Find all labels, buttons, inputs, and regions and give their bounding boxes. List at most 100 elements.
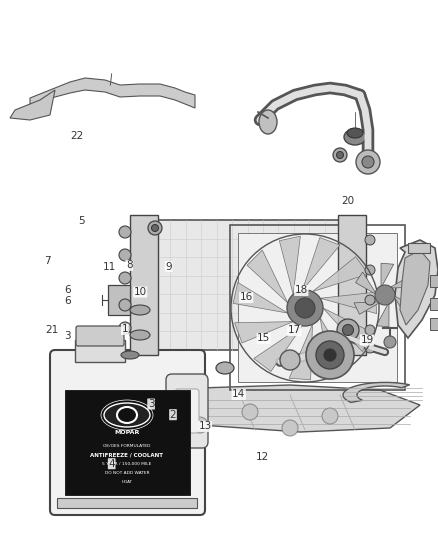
Text: MOPAR: MOPAR bbox=[114, 430, 140, 434]
Bar bbox=[65, 390, 190, 495]
Polygon shape bbox=[233, 282, 288, 313]
Circle shape bbox=[119, 272, 131, 284]
Circle shape bbox=[192, 417, 208, 433]
Circle shape bbox=[119, 249, 131, 261]
Polygon shape bbox=[30, 78, 195, 108]
Polygon shape bbox=[289, 325, 312, 380]
Polygon shape bbox=[400, 250, 430, 325]
Circle shape bbox=[384, 336, 396, 348]
Circle shape bbox=[365, 265, 375, 275]
Circle shape bbox=[119, 299, 131, 311]
FancyBboxPatch shape bbox=[166, 374, 208, 448]
Text: 16: 16 bbox=[240, 293, 253, 302]
Circle shape bbox=[365, 343, 375, 353]
Text: DO NOT ADD WATER: DO NOT ADD WATER bbox=[105, 471, 149, 475]
Text: 9: 9 bbox=[165, 262, 172, 271]
Polygon shape bbox=[254, 326, 302, 372]
Ellipse shape bbox=[259, 110, 277, 134]
Polygon shape bbox=[302, 238, 340, 290]
Text: 6: 6 bbox=[64, 296, 71, 306]
Polygon shape bbox=[279, 236, 300, 294]
Bar bbox=[430, 318, 438, 330]
Polygon shape bbox=[234, 321, 293, 343]
Text: 15: 15 bbox=[257, 334, 270, 343]
Bar bbox=[238, 233, 397, 382]
Polygon shape bbox=[376, 302, 389, 327]
Circle shape bbox=[362, 156, 374, 168]
Text: 18: 18 bbox=[295, 286, 308, 295]
Text: 13: 13 bbox=[198, 422, 212, 431]
Polygon shape bbox=[395, 240, 438, 338]
Text: 10: 10 bbox=[134, 287, 147, 297]
Bar bbox=[408, 243, 430, 253]
Bar bbox=[130, 215, 158, 355]
Polygon shape bbox=[343, 382, 410, 402]
Bar bbox=[108, 285, 130, 315]
FancyBboxPatch shape bbox=[175, 389, 199, 433]
Text: 21: 21 bbox=[45, 326, 58, 335]
Polygon shape bbox=[381, 263, 394, 288]
FancyBboxPatch shape bbox=[50, 350, 205, 515]
Circle shape bbox=[282, 420, 298, 436]
Circle shape bbox=[295, 298, 315, 318]
Circle shape bbox=[242, 404, 258, 420]
Circle shape bbox=[333, 148, 347, 162]
Circle shape bbox=[365, 325, 375, 335]
Circle shape bbox=[287, 290, 323, 326]
Circle shape bbox=[306, 331, 354, 379]
Polygon shape bbox=[320, 318, 349, 376]
Circle shape bbox=[343, 325, 353, 335]
Ellipse shape bbox=[216, 362, 234, 374]
Circle shape bbox=[365, 235, 375, 245]
Ellipse shape bbox=[104, 403, 150, 427]
Text: 8: 8 bbox=[126, 261, 133, 270]
Circle shape bbox=[337, 319, 359, 341]
Polygon shape bbox=[354, 302, 381, 314]
Text: 20: 20 bbox=[342, 197, 355, 206]
Text: 14: 14 bbox=[232, 390, 245, 399]
Text: ANTIFREEZE / COOLANT: ANTIFREEZE / COOLANT bbox=[91, 453, 163, 457]
Polygon shape bbox=[389, 276, 416, 288]
Text: 11: 11 bbox=[103, 262, 116, 271]
Polygon shape bbox=[247, 250, 288, 303]
Polygon shape bbox=[10, 90, 55, 120]
Circle shape bbox=[316, 341, 344, 369]
Bar bbox=[430, 298, 438, 310]
Text: 5 YEAR / 150,000 MILE: 5 YEAR / 150,000 MILE bbox=[102, 462, 152, 466]
Ellipse shape bbox=[344, 129, 366, 145]
Circle shape bbox=[365, 295, 375, 305]
Text: 1: 1 bbox=[121, 325, 128, 334]
Text: HOAT: HOAT bbox=[121, 480, 133, 484]
Circle shape bbox=[336, 151, 343, 158]
Ellipse shape bbox=[117, 407, 137, 423]
Text: 22: 22 bbox=[70, 131, 83, 141]
Ellipse shape bbox=[347, 128, 363, 138]
Polygon shape bbox=[100, 385, 420, 432]
Circle shape bbox=[152, 224, 159, 231]
Ellipse shape bbox=[101, 400, 153, 430]
Polygon shape bbox=[323, 308, 373, 352]
Circle shape bbox=[322, 408, 338, 424]
Text: 12: 12 bbox=[256, 453, 269, 462]
Text: 7: 7 bbox=[44, 256, 51, 266]
Bar bbox=[75, 340, 125, 362]
Polygon shape bbox=[356, 272, 377, 295]
Text: 5: 5 bbox=[78, 216, 85, 226]
Circle shape bbox=[375, 285, 395, 305]
Text: 19: 19 bbox=[360, 335, 374, 345]
Text: OE/OES FORMULATED: OE/OES FORMULATED bbox=[103, 444, 151, 448]
Polygon shape bbox=[312, 257, 368, 292]
Bar bbox=[57, 498, 197, 508]
Bar bbox=[230, 225, 405, 390]
Circle shape bbox=[119, 226, 131, 238]
Text: 2: 2 bbox=[170, 410, 177, 419]
Text: 17: 17 bbox=[288, 326, 301, 335]
Circle shape bbox=[157, 407, 173, 423]
Circle shape bbox=[324, 349, 336, 361]
Polygon shape bbox=[393, 295, 414, 318]
Text: 3: 3 bbox=[64, 331, 71, 341]
Text: 6: 6 bbox=[64, 286, 71, 295]
Ellipse shape bbox=[130, 305, 150, 315]
Bar bbox=[430, 275, 438, 287]
Text: 4: 4 bbox=[108, 459, 115, 469]
